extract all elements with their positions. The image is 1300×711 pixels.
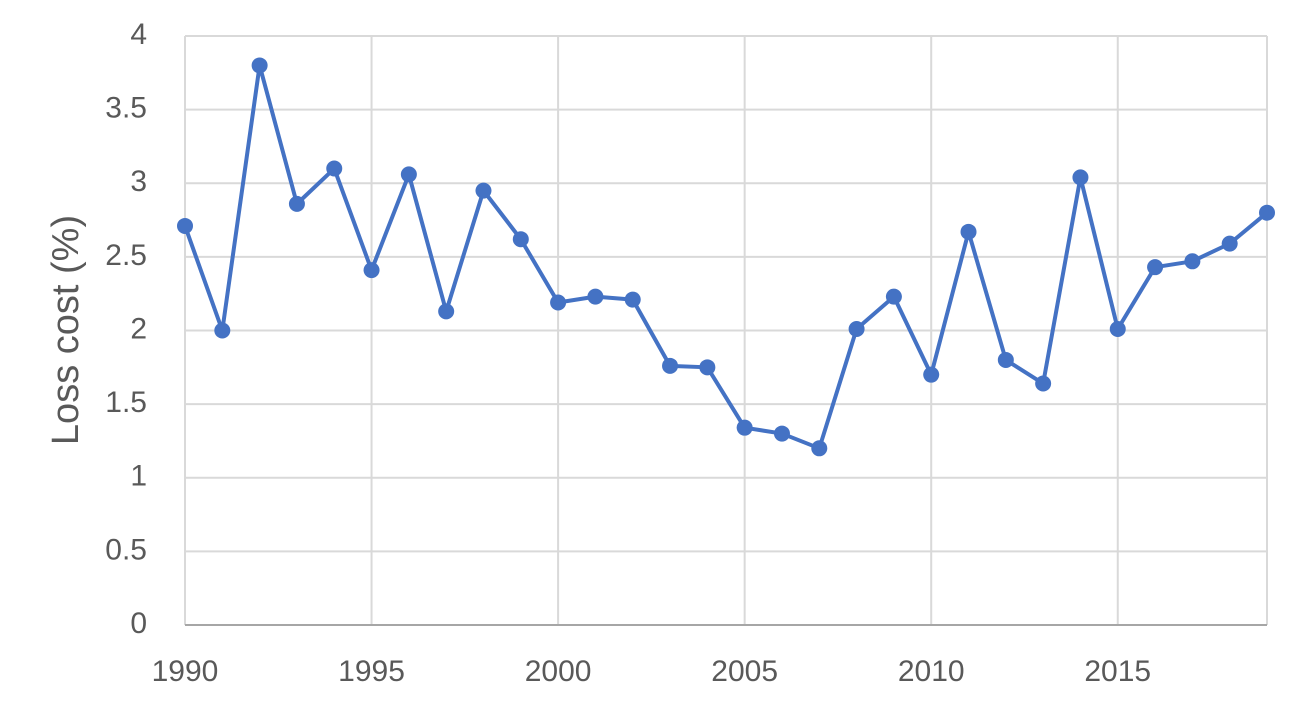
data-point <box>438 303 455 320</box>
data-point <box>624 291 641 308</box>
data-point <box>736 419 753 436</box>
data-point <box>550 294 567 311</box>
data-point <box>587 288 604 305</box>
y-tick-label: 3.5 <box>105 92 147 125</box>
y-tick-label: 3 <box>130 165 147 198</box>
y-tick-label: 0.5 <box>105 533 147 566</box>
data-point <box>251 57 268 74</box>
series-line <box>183 63 1269 451</box>
x-tick-label: 1995 <box>338 655 405 688</box>
data-point <box>811 440 828 457</box>
y-axis-title: Loss cost (%) <box>45 215 87 445</box>
data-point <box>400 166 417 183</box>
x-tick-label: 2010 <box>898 655 965 688</box>
data-point <box>1184 253 1201 270</box>
y-tick-label: 2.5 <box>105 239 147 272</box>
data-point <box>326 160 343 177</box>
data-point <box>1259 204 1275 221</box>
data-point <box>177 217 193 234</box>
data-point <box>1035 375 1052 392</box>
data-point <box>885 288 902 305</box>
data-point <box>1072 169 1089 186</box>
data-point <box>288 195 305 212</box>
x-tick-label: 2000 <box>525 655 592 688</box>
data-point <box>475 182 492 199</box>
y-tick-label: 1.5 <box>105 386 147 419</box>
y-tick-label: 1 <box>130 460 147 493</box>
x-tick-label: 1990 <box>152 655 219 688</box>
data-point <box>923 366 940 383</box>
data-point <box>662 357 679 374</box>
data-point <box>997 351 1014 368</box>
y-tick-label: 0 <box>130 607 147 640</box>
x-tick-label: 2005 <box>711 655 778 688</box>
data-point <box>1147 259 1164 276</box>
data-point <box>773 425 790 442</box>
data-point <box>1221 235 1238 252</box>
data-point <box>363 262 380 279</box>
data-point <box>214 322 231 339</box>
data-point <box>699 359 716 376</box>
data-point <box>960 223 977 240</box>
data-point <box>1109 321 1126 338</box>
x-tick-label: 2015 <box>1084 655 1151 688</box>
data-point <box>848 321 865 338</box>
y-tick-label: 2 <box>130 312 147 345</box>
y-tick-label: 4 <box>130 18 147 51</box>
data-point <box>512 231 529 248</box>
